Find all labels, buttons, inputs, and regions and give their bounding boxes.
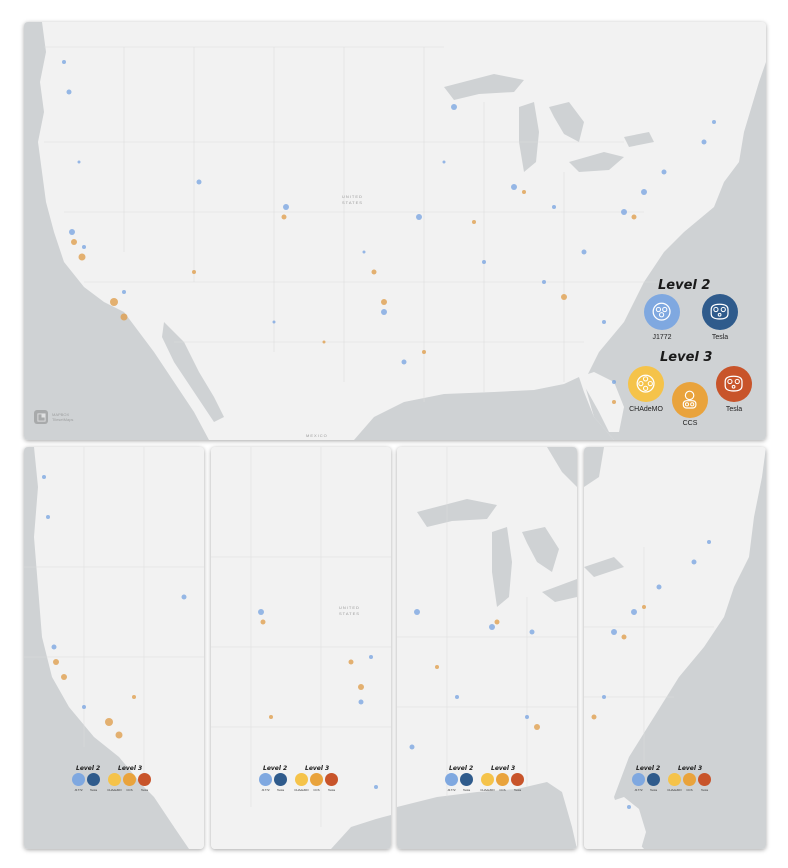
mini-label-j1772: J1772 — [74, 788, 83, 792]
ccs-plug-icon — [310, 773, 323, 786]
ccs-plug-icon — [123, 773, 136, 786]
mapbox-logo-icon — [34, 410, 48, 424]
mini-label-tesla-l2: Tesla — [89, 788, 97, 792]
legend-label-tesla-l2: Tesla — [711, 334, 729, 341]
tesla-plug-icon — [716, 366, 752, 402]
mini-legend-level3-title: Level 3 — [118, 765, 143, 772]
j1772-plug-icon — [644, 294, 680, 330]
map-watermark: MAPBOX TilesetMaps — [34, 410, 73, 424]
mini-label-tesla-l3: Tesla — [140, 788, 148, 792]
midwest-map-base — [397, 447, 577, 849]
tesla-plug-icon — [647, 773, 660, 786]
chademo-plug-icon — [628, 366, 664, 402]
northeast-region-map-panel[interactable]: Level 2 Level 3 J1772 Tesla CHAdeMO CCS … — [584, 447, 766, 849]
southwest-region-map-panel[interactable]: UNITED STATES Level 2 Level 3 J1772 Tesl… — [211, 447, 391, 849]
chademo-plug-icon — [481, 773, 494, 786]
watermark-line2: TilesetMaps — [52, 417, 74, 422]
tesla-plug-icon — [511, 773, 524, 786]
country-label-states: STATES — [339, 611, 360, 616]
mini-label-chademo: CHAdeMO — [667, 788, 682, 792]
mini-label-ccs: CCS — [499, 788, 506, 792]
mini-label-ccs: CCS — [126, 788, 133, 792]
mini-label-chademo: CHAdeMO — [107, 788, 122, 792]
mini-legend-midwest: Level 2 Level 3 J1772 Tesla CHAdeMO CCS … — [445, 765, 535, 805]
legend-label-ccs: CCS — [682, 420, 698, 427]
legend-level3-title: Level 3 — [660, 350, 713, 365]
mini-legend-level2-title: Level 2 — [263, 765, 288, 772]
country-label-united: UNITED — [339, 605, 360, 610]
mini-label-ccs: CCS — [313, 788, 320, 792]
country-label-states: STATES — [342, 200, 363, 205]
mexico-label: MEXICO — [306, 433, 328, 438]
mini-label-tesla-l3: Tesla — [327, 788, 335, 792]
charger-dots — [62, 60, 716, 404]
chademo-plug-icon — [668, 773, 681, 786]
country-label-united: UNITED — [342, 194, 363, 199]
mini-legend-level3-title: Level 3 — [678, 765, 703, 772]
j1772-plug-icon — [72, 773, 85, 786]
mini-label-j1772: J1772 — [261, 788, 270, 792]
mini-legend-level3-title: Level 3 — [305, 765, 330, 772]
legend-label-tesla-l3: Tesla — [725, 406, 743, 413]
j1772-plug-icon — [445, 773, 458, 786]
mini-label-j1772: J1772 — [447, 788, 456, 792]
mini-legend-northeast: Level 2 Level 3 J1772 Tesla CHAdeMO CCS … — [632, 765, 722, 805]
legend-level2-title: Level 2 — [658, 278, 711, 293]
ccs-plug-icon — [496, 773, 509, 786]
legend-label-j1772: J1772 — [652, 334, 672, 341]
mini-label-tesla-l3: Tesla — [700, 788, 708, 792]
tesla-plug-icon — [702, 294, 738, 330]
mini-label-tesla-l2: Tesla — [276, 788, 284, 792]
j1772-plug-icon — [632, 773, 645, 786]
west-region-map-panel[interactable]: Level 2 Level 3 J1772 Tesla CHAdeMO CCS … — [24, 447, 204, 849]
mini-label-tesla-l2: Tesla — [649, 788, 657, 792]
mini-legend-west: Level 2 Level 3 J1772 Tesla CHAdeMO CCS … — [72, 765, 162, 805]
midwest-region-map-panel[interactable]: Level 2 Level 3 J1772 Tesla CHAdeMO CCS … — [397, 447, 577, 849]
west-map-base — [24, 447, 204, 849]
tesla-plug-icon — [325, 773, 338, 786]
watermark-line1: MAPBOX — [52, 412, 70, 417]
tesla-plug-icon — [138, 773, 151, 786]
main-map-panel[interactable]: UNITED STATES MEXICO MAPBOX TilesetMaps — [24, 22, 766, 440]
mini-label-tesla-l3: Tesla — [513, 788, 521, 792]
ccs-plug-icon — [683, 773, 696, 786]
tesla-plug-icon — [87, 773, 100, 786]
mini-legend-level2-title: Level 2 — [76, 765, 101, 772]
mini-label-chademo: CHAdeMO — [294, 788, 309, 792]
tesla-plug-icon — [698, 773, 711, 786]
chademo-plug-icon — [295, 773, 308, 786]
tesla-plug-icon — [460, 773, 473, 786]
mini-label-ccs: CCS — [686, 788, 693, 792]
ccs-plug-icon — [672, 382, 708, 418]
connector-legend: Level 2 J1772 Tesla Level 3 CHAdeMO CCS … — [618, 278, 758, 428]
j1772-plug-icon — [259, 773, 272, 786]
mini-label-chademo: CHAdeMO — [480, 788, 495, 792]
mini-legend-level3-title: Level 3 — [491, 765, 516, 772]
legend-label-chademo: CHAdeMO — [629, 406, 663, 413]
mini-legend-level2-title: Level 2 — [449, 765, 474, 772]
mini-label-j1772: J1772 — [634, 788, 643, 792]
tesla-plug-icon — [274, 773, 287, 786]
mini-label-tesla-l2: Tesla — [462, 788, 470, 792]
mini-legend-southwest: Level 2 Level 3 J1772 Tesla CHAdeMO CCS … — [259, 765, 349, 805]
chademo-plug-icon — [108, 773, 121, 786]
mini-legend-level2-title: Level 2 — [636, 765, 661, 772]
